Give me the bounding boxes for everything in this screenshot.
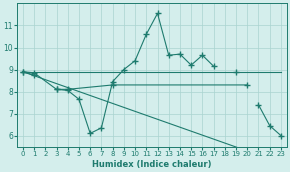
- X-axis label: Humidex (Indice chaleur): Humidex (Indice chaleur): [92, 159, 212, 169]
